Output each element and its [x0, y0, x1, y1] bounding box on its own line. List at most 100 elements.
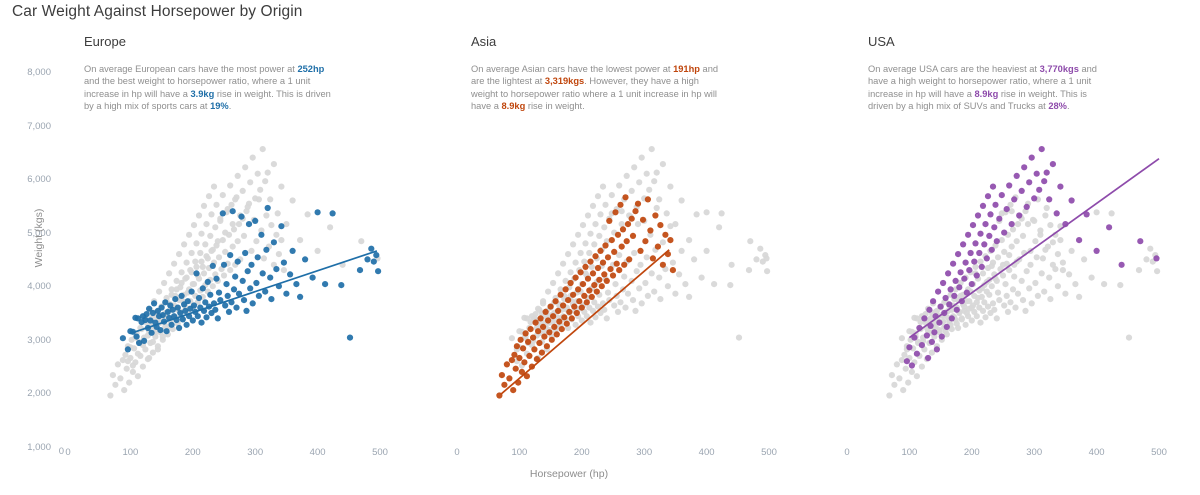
data-point: [556, 318, 563, 325]
data-point: [562, 286, 569, 293]
context-point: [968, 304, 975, 311]
data-point: [928, 338, 936, 345]
data-point: [506, 375, 513, 382]
data-point: [238, 213, 245, 220]
x-axis-tick: 0: [844, 447, 850, 458]
context-point: [1088, 274, 1095, 281]
data-point: [240, 297, 248, 304]
data-point: [230, 286, 238, 293]
context-point: [588, 263, 595, 270]
data-point: [577, 269, 584, 276]
context-point: [597, 211, 604, 218]
data-point: [572, 274, 579, 281]
context-point: [988, 283, 995, 290]
context-point: [1047, 222, 1054, 229]
context-point: [227, 182, 234, 189]
context-point: [173, 277, 180, 284]
context-point: [188, 249, 195, 257]
data-point: [592, 253, 599, 260]
data-point: [543, 343, 551, 350]
data-point: [557, 291, 564, 298]
data-point: [968, 281, 975, 288]
context-point: [996, 297, 1003, 304]
context-point: [686, 293, 693, 300]
x-axis-tick: 100: [901, 447, 918, 458]
data-point: [982, 221, 989, 228]
context-point: [208, 211, 215, 218]
data-point: [966, 267, 973, 274]
data-point: [151, 300, 158, 307]
context-point: [273, 231, 280, 238]
context-point: [252, 195, 259, 202]
panel-title-usa: USA: [868, 34, 895, 49]
context-point: [1047, 296, 1054, 303]
context-point: [213, 201, 220, 208]
context-point: [117, 375, 124, 382]
page-title: Car Weight Against Horsepower by Origin: [12, 3, 303, 20]
data-point: [182, 307, 189, 314]
data-point: [225, 308, 233, 315]
data-point: [619, 226, 627, 233]
context-point: [1007, 299, 1014, 306]
context-point: [555, 270, 562, 277]
data-point: [953, 306, 960, 313]
y-axis-tick: 4,000: [27, 281, 51, 293]
context-point: [651, 288, 658, 295]
context-point: [901, 351, 908, 358]
data-point: [147, 317, 154, 324]
data-point: [978, 263, 985, 270]
context-point: [757, 245, 764, 252]
context-point: [908, 368, 916, 375]
data-point: [1043, 169, 1050, 176]
context-point: [217, 215, 224, 222]
context-point: [146, 354, 153, 362]
data-point: [639, 216, 647, 223]
data-point: [527, 326, 534, 333]
data-point: [991, 224, 998, 231]
context-point: [220, 272, 228, 279]
context-point: [119, 357, 126, 364]
context-point: [222, 229, 229, 236]
data-point: [903, 358, 911, 365]
context-point: [112, 381, 119, 388]
context-point: [1072, 281, 1079, 288]
context-point: [192, 258, 199, 265]
context-point: [592, 221, 599, 228]
data-point: [532, 319, 539, 326]
data-point: [133, 333, 140, 340]
context-point: [1147, 245, 1154, 252]
data-point: [254, 254, 261, 261]
context-point: [257, 186, 264, 193]
context-point: [763, 255, 770, 262]
data-point: [570, 291, 577, 298]
data-point: [988, 246, 995, 253]
context-point: [932, 308, 939, 315]
context-point: [1009, 286, 1017, 293]
data-point: [136, 339, 143, 347]
data-point: [1137, 238, 1144, 245]
context-point: [977, 258, 984, 265]
data-point: [199, 285, 206, 292]
data-point: [530, 334, 537, 341]
data-point: [981, 241, 988, 248]
note-highlight: 3,770kgs: [1039, 64, 1079, 74]
context-point: [181, 241, 188, 248]
data-point: [1093, 247, 1100, 254]
context-point: [972, 263, 979, 270]
context-point: [219, 192, 226, 199]
y-axis-tick: 6,000: [27, 174, 51, 186]
data-point: [607, 266, 614, 273]
data-point: [179, 316, 186, 323]
context-point: [648, 146, 655, 153]
context-point: [254, 170, 261, 177]
context-point: [229, 221, 236, 228]
context-point: [611, 302, 618, 309]
context-point: [647, 231, 654, 238]
context-point: [1054, 283, 1061, 290]
data-point: [346, 334, 354, 341]
context-point: [1062, 290, 1069, 297]
context-point: [557, 286, 564, 293]
data-point: [992, 201, 999, 208]
data-point: [973, 272, 980, 279]
context-point: [187, 267, 194, 274]
